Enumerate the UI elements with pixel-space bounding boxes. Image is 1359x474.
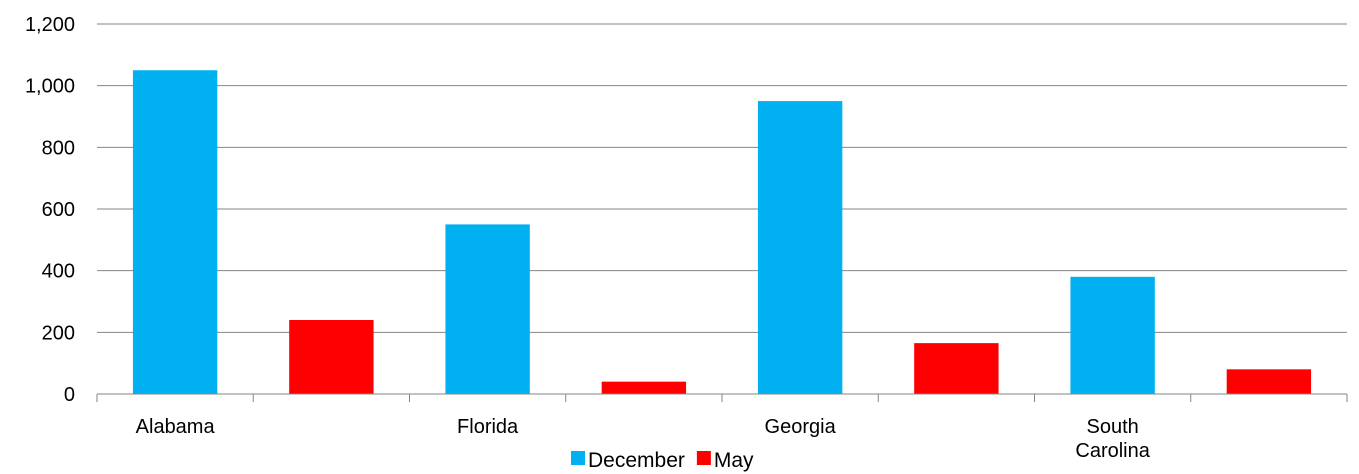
y-tick-label: 400 (42, 261, 75, 283)
bars (132, 70, 1312, 394)
y-tick-label: 0 (64, 384, 75, 406)
bar-december-georgia (757, 101, 843, 394)
y-tick-label: 200 (42, 322, 75, 344)
y-tick-label: 1,200 (25, 14, 75, 36)
legend: December May (571, 449, 754, 472)
y-axis-ticks: 0 200 400 600 800 1,000 1,200 (25, 14, 75, 406)
bar-may-georgia (914, 343, 999, 394)
x-category-label: Carolina (1075, 440, 1150, 462)
legend-label-december: December (588, 449, 685, 472)
bar-december-alabama (132, 70, 218, 394)
y-tick-label: 1,000 (25, 76, 75, 98)
y-tick-label: 600 (42, 199, 75, 221)
legend-swatch-december (571, 451, 585, 465)
legend-swatch-may (696, 451, 711, 465)
x-category-label: South (1086, 416, 1138, 438)
x-category-label: Florida (457, 416, 519, 438)
legend-label-may: May (714, 449, 754, 472)
x-category-label: Georgia (765, 416, 837, 438)
y-tick-label: 800 (42, 137, 75, 159)
gridlines (97, 23, 1347, 333)
bar-may-florida (601, 381, 687, 394)
x-category-label: Alabama (136, 416, 216, 438)
bar-may-alabama (289, 320, 374, 394)
x-axis (96, 393, 1348, 402)
bar-december-south-carolina (1070, 276, 1155, 394)
bar-may-south-carolina (1226, 369, 1312, 394)
bar-december-florida (445, 224, 530, 394)
